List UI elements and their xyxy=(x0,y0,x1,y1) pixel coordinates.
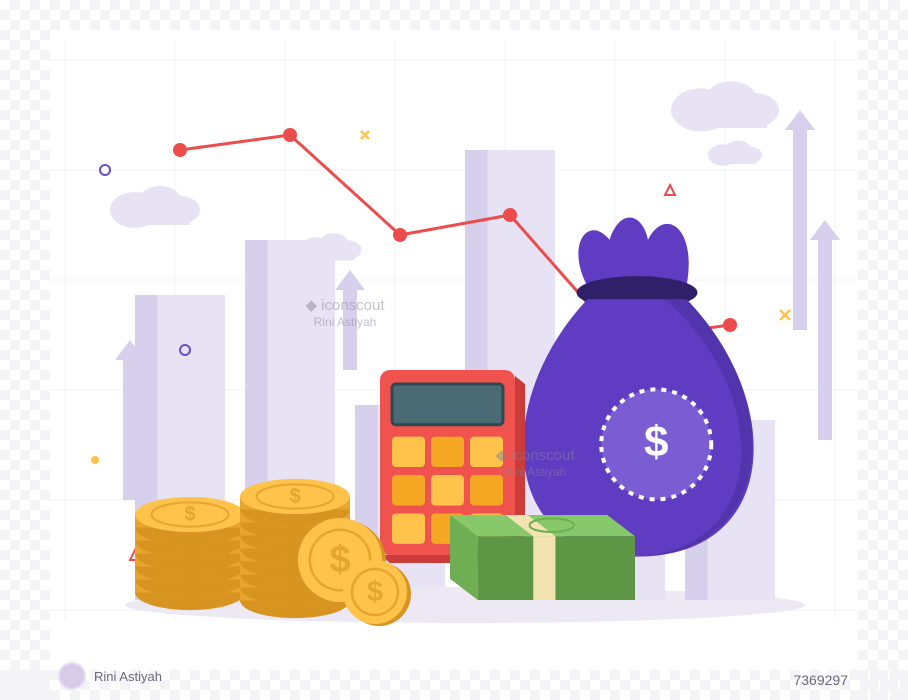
author-name: Rini Astiyah xyxy=(94,669,162,684)
confetti-triangle xyxy=(665,185,675,195)
cash-stack-icon xyxy=(450,515,635,600)
asset-id: 7369297 xyxy=(793,672,848,688)
watermark: ◆ iconscoutRini Astiyah xyxy=(495,447,575,479)
cloud-icon xyxy=(708,141,762,166)
trend-marker xyxy=(283,128,297,142)
watermark: ◆ iconscoutRini Astiyah xyxy=(305,297,385,329)
svg-text:$: $ xyxy=(367,576,383,608)
svg-text:Rini Astiyah: Rini Astiyah xyxy=(314,315,377,329)
svg-text:$: $ xyxy=(329,539,350,581)
transparency-bg-right xyxy=(858,0,908,700)
cloud-icon xyxy=(671,81,779,131)
illustration-canvas: $$$$$◆ iconscoutRini Astiyah◆ iconscoutR… xyxy=(50,30,858,670)
confetti-dot xyxy=(91,456,99,464)
transparency-bg-top xyxy=(0,0,908,30)
author-avatar xyxy=(58,662,86,690)
attribution-bar: Rini Astiyah xyxy=(58,662,162,690)
trend-marker xyxy=(173,143,187,157)
svg-text:Rini Astiyah: Rini Astiyah xyxy=(504,465,567,479)
svg-text:$: $ xyxy=(184,504,195,526)
trend-marker xyxy=(393,228,407,242)
cloud-icon xyxy=(110,186,200,228)
svg-text:$: $ xyxy=(644,417,668,466)
scene-svg: $$$$$◆ iconscoutRini Astiyah◆ iconscoutR… xyxy=(50,30,858,670)
transparency-bg-left xyxy=(0,0,50,700)
trend-marker xyxy=(723,318,737,332)
svg-text:◆ iconscout: ◆ iconscout xyxy=(305,297,385,314)
svg-text:◆ iconscout: ◆ iconscout xyxy=(495,447,575,464)
svg-text:$: $ xyxy=(289,486,300,508)
trend-marker xyxy=(503,208,517,222)
up-arrow-icon xyxy=(785,110,815,330)
coin-stack-icon: $ xyxy=(135,497,245,610)
